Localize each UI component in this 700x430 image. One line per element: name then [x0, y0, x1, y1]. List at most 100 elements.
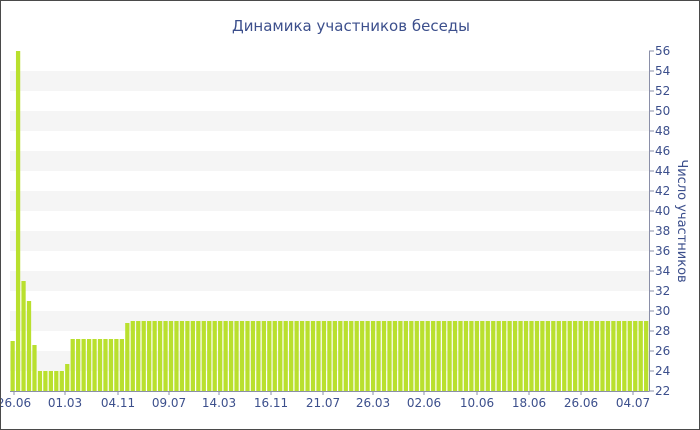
- bar: [523, 321, 529, 391]
- bar: [398, 321, 403, 391]
- bar: [21, 281, 26, 391]
- bar: [299, 321, 305, 391]
- grid-band: [10, 71, 649, 91]
- bar: [496, 321, 501, 391]
- bar: [627, 321, 632, 391]
- y-tick-label: 42: [655, 184, 670, 198]
- bar: [283, 321, 288, 391]
- bar: [196, 321, 201, 391]
- bar: [59, 371, 64, 391]
- bar: [212, 321, 217, 391]
- bar: [622, 321, 627, 391]
- bar: [343, 321, 348, 391]
- bar: [392, 321, 398, 391]
- x-axis: 26.06 01.03 04.11 09.07 14.03 16.11 21.07 26.03…: [1, 391, 650, 410]
- bar: [103, 339, 108, 391]
- bar: [409, 321, 414, 391]
- bar: [218, 321, 223, 391]
- grid-band: [10, 111, 649, 131]
- bar: [551, 321, 556, 391]
- bar: [469, 321, 474, 391]
- grid-band: [10, 231, 649, 251]
- x-tick-label: 04.07: [616, 396, 650, 410]
- bar: [305, 321, 310, 391]
- y-tick-label: 56: [655, 44, 670, 58]
- bar: [15, 51, 21, 391]
- x-tick-label: 04.11: [101, 396, 135, 410]
- x-tick-label: 21.07: [306, 396, 340, 410]
- bar: [245, 321, 250, 391]
- bar: [370, 321, 376, 391]
- bar: [125, 323, 130, 391]
- bar: [556, 321, 561, 391]
- bar: [136, 321, 141, 391]
- bar: [512, 321, 518, 391]
- bar: [223, 321, 228, 391]
- bar: [289, 321, 294, 391]
- bar: [119, 339, 124, 391]
- y-axis: 22 24 26 28 30 32 34 36 38 40 42 44 46 48 50 52 54 56: [649, 44, 670, 398]
- bar: [578, 321, 583, 391]
- bar: [436, 321, 441, 391]
- bar: [76, 339, 81, 391]
- bar: [573, 321, 578, 391]
- bar: [491, 321, 496, 391]
- bar: [316, 321, 321, 391]
- bar: [86, 339, 92, 391]
- bar: [474, 321, 479, 391]
- grid-band: [10, 271, 649, 291]
- grid-bands: [10, 71, 649, 371]
- bar: [507, 321, 512, 391]
- bar: [327, 321, 332, 391]
- grid-band: [10, 151, 649, 171]
- bar: [463, 321, 469, 391]
- bar: [32, 345, 37, 391]
- bar: [611, 321, 616, 391]
- bar: [447, 321, 452, 391]
- y-tick-label: 36: [655, 244, 670, 258]
- x-tick-label: 26.03: [356, 396, 390, 410]
- bar: [228, 321, 234, 391]
- bar: [174, 321, 179, 391]
- y-tick-label: 28: [655, 324, 670, 338]
- bar: [360, 321, 365, 391]
- bar: [583, 321, 589, 391]
- bar: [332, 321, 337, 391]
- bar: [234, 321, 239, 391]
- bar: [381, 321, 387, 391]
- x-tick-label: 09.07: [152, 396, 186, 410]
- bar: [256, 321, 261, 391]
- bar: [441, 321, 447, 391]
- bar: [141, 321, 146, 391]
- bar: [518, 321, 523, 391]
- bar: [81, 339, 86, 391]
- bar: [108, 339, 114, 391]
- bar: [485, 321, 490, 391]
- bar: [185, 321, 190, 391]
- bar: [294, 321, 299, 391]
- y-tick-label: 32: [655, 284, 670, 298]
- y-tick-label: 22: [655, 384, 670, 398]
- y-tick-label: 48: [655, 124, 670, 138]
- bar: [168, 321, 174, 391]
- bar: [414, 321, 419, 391]
- bar: [65, 364, 70, 391]
- x-tick-label: 14.03: [202, 396, 236, 410]
- y-tick-label: 38: [655, 224, 670, 238]
- bar: [567, 321, 572, 391]
- bar: [92, 339, 97, 391]
- x-tick-label: 16.11: [254, 396, 288, 410]
- bar: [147, 321, 152, 391]
- bar: [420, 321, 425, 391]
- x-tick-label: 18.06: [512, 396, 546, 410]
- bar: [616, 321, 621, 391]
- bar: [152, 321, 157, 391]
- bar: [633, 321, 638, 391]
- bar: [70, 339, 75, 391]
- bar: [278, 321, 283, 391]
- bar: [638, 321, 643, 391]
- y-tick-label: 34: [655, 264, 670, 278]
- y-tick-label: 44: [655, 164, 670, 178]
- bar: [10, 341, 15, 391]
- bar: [114, 339, 119, 391]
